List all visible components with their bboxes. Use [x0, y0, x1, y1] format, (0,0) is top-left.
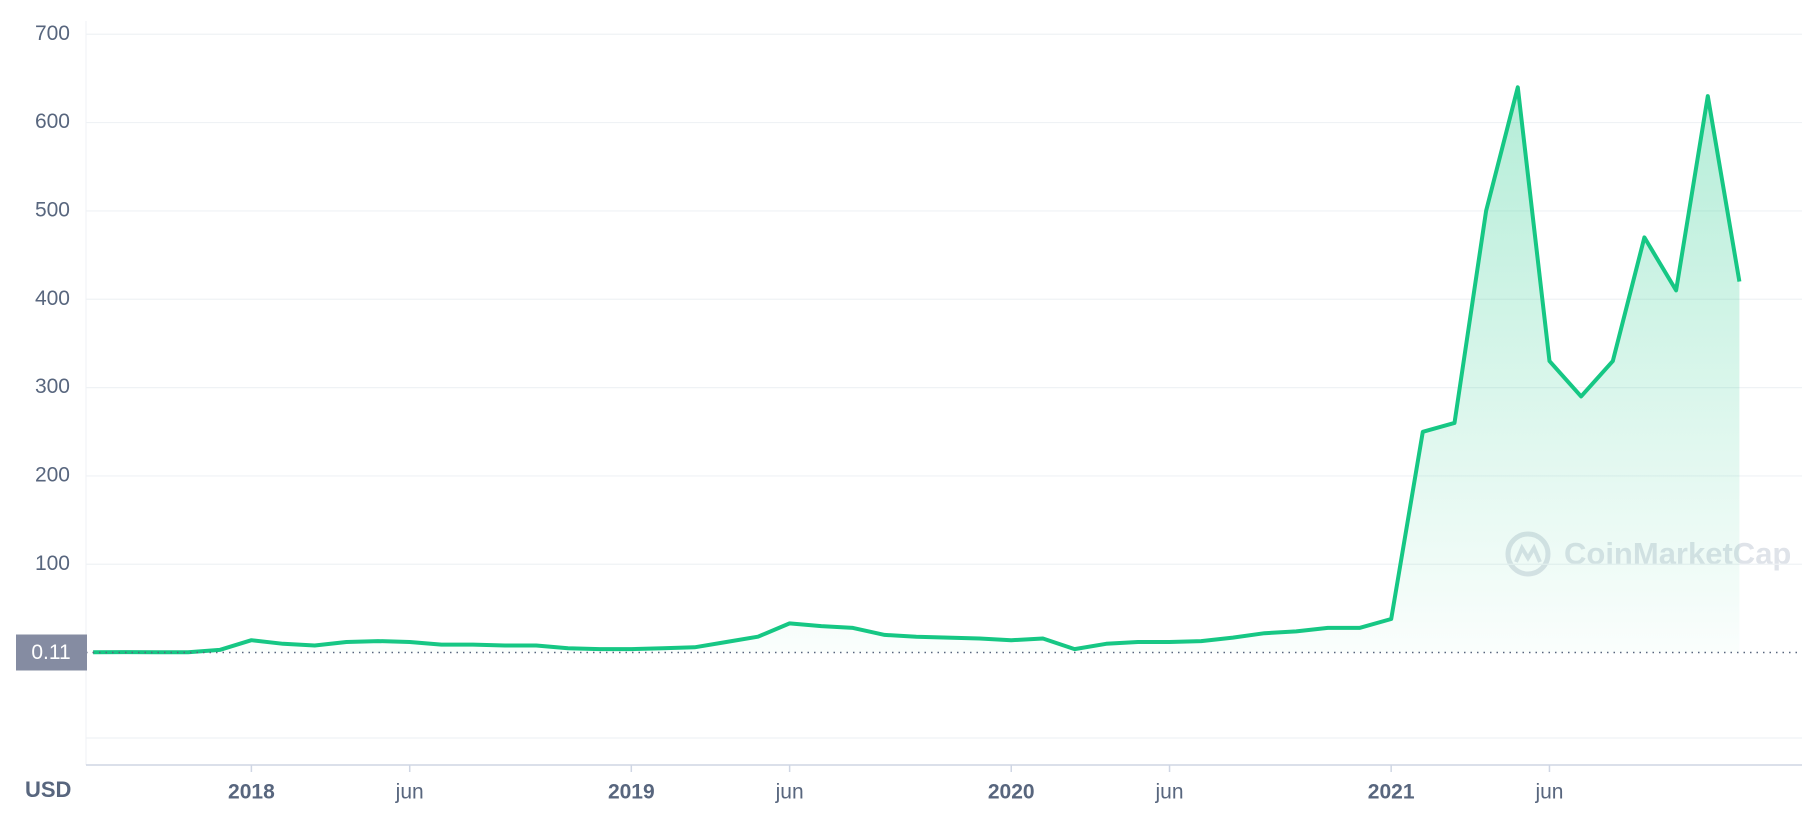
- reference-label: 0.11: [31, 641, 70, 664]
- y-tick-label: 100: [35, 552, 70, 575]
- x-tick-label: jun: [775, 781, 804, 804]
- y-tick-label: 500: [35, 198, 70, 221]
- x-tick-label: 2020: [988, 781, 1035, 804]
- currency-label: USD: [25, 777, 71, 802]
- price-area: [93, 87, 1740, 653]
- price-line: [93, 85, 1742, 655]
- y-tick-label: 200: [35, 463, 70, 486]
- y-tick-label: 600: [35, 110, 70, 133]
- x-tick-label: 2021: [1368, 781, 1415, 804]
- reference-label-box: [16, 634, 87, 671]
- x-tick-label: jun: [1534, 781, 1563, 804]
- x-tick-label: jun: [1155, 781, 1184, 804]
- y-tick-label: 300: [35, 375, 70, 398]
- x-tick-label: jun: [395, 781, 424, 804]
- x-tick-label: 2019: [608, 781, 655, 804]
- y-tick-label: 400: [35, 287, 70, 310]
- x-tick-label: 2018: [228, 781, 275, 804]
- y-tick-label: 700: [35, 22, 70, 45]
